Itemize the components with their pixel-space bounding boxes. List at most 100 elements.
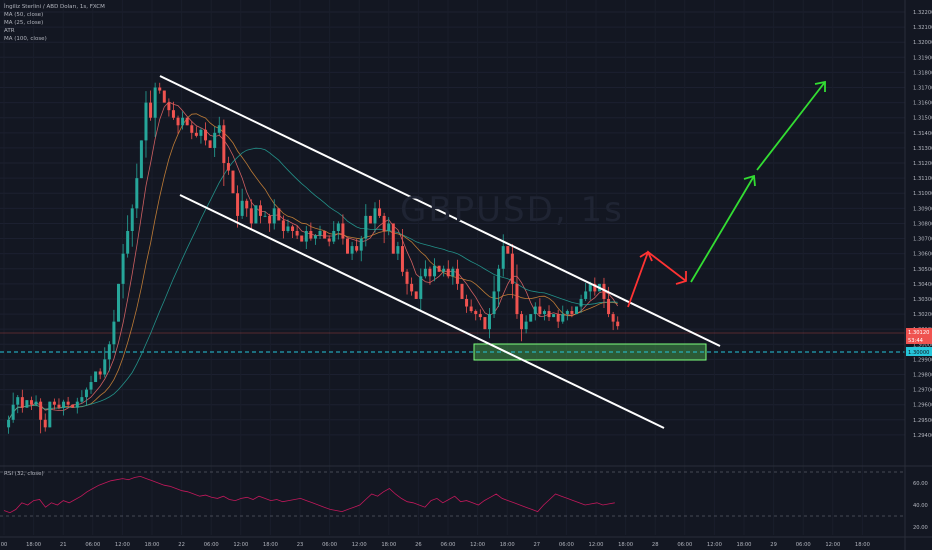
candle-body	[529, 314, 533, 322]
candle-body	[611, 314, 615, 322]
candle-body	[304, 231, 308, 242]
time-tick-label: 18:00	[500, 542, 515, 548]
rsi-legend: RSI (32, close)	[4, 471, 44, 477]
candle-body	[497, 268, 501, 292]
candle-body	[240, 200, 244, 216]
price-tick-label: 1.30600	[913, 252, 932, 258]
price-tick-label: 1.29400	[913, 433, 932, 439]
candle-body	[465, 298, 469, 307]
time-tick-label: 06:00	[85, 542, 100, 548]
candle-body	[391, 223, 395, 254]
time-tick-label: 06:00	[204, 542, 219, 548]
price-tick-label: 1.29800	[913, 372, 932, 378]
legend-ma50: MA (50, close)	[4, 12, 44, 18]
price-tick-label: 1.31800	[913, 70, 932, 76]
time-axis: 00 18:00 21 06:00 12:00 18:00 22 06:00 12:00 18:0…	[1, 542, 870, 548]
candle-body	[469, 306, 473, 312]
candle-body	[66, 401, 70, 405]
candle-body	[226, 163, 230, 171]
candle-body	[588, 283, 592, 292]
legend-ma25: MA (25, close)	[4, 20, 44, 26]
green-arrow-1	[690, 175, 755, 283]
candle-body	[199, 129, 203, 136]
time-tick-label: 12:00	[589, 542, 604, 548]
candle-body	[510, 253, 514, 284]
candle-body	[107, 344, 111, 360]
candle-body	[455, 268, 459, 284]
candle-body	[556, 314, 560, 322]
candle-body	[126, 231, 130, 254]
symbol-watermark: GBPUSD, 1s	[400, 190, 624, 230]
candle-body	[579, 298, 583, 307]
candle-body	[48, 401, 52, 428]
time-tick-label: 29	[770, 542, 777, 548]
legend-ma100: MA (100, close)	[4, 36, 47, 42]
candle-body	[368, 215, 372, 224]
price-tick-label: 1.30400	[913, 282, 932, 288]
candle-body	[446, 268, 450, 277]
candle-body	[144, 102, 148, 141]
price-tick-label: 1.32200	[913, 10, 932, 16]
candle-body	[451, 268, 455, 277]
legend-atr: ATR	[4, 28, 15, 34]
candle-body	[520, 314, 524, 330]
candle-body	[332, 231, 336, 242]
rsi-tick-label: 20.00	[913, 525, 928, 531]
candle-body	[346, 238, 349, 254]
candle-body	[483, 317, 487, 330]
candle-body	[341, 223, 345, 239]
time-tick-label: 06:00	[559, 542, 574, 548]
green-arrow-2	[756, 81, 826, 171]
candle-body	[433, 265, 437, 277]
candle-body	[222, 125, 226, 164]
candle-body	[313, 235, 317, 239]
candle-body	[117, 283, 120, 322]
price-tick-label: 1.29700	[913, 388, 932, 394]
support-zone-layer	[0, 332, 905, 361]
candle-body	[185, 117, 189, 126]
candle-body	[584, 291, 588, 299]
candle-body	[84, 389, 88, 398]
price-tick-label: 1.30900	[913, 206, 932, 212]
candle-body	[442, 268, 446, 272]
candle-body	[323, 231, 327, 239]
candle-body	[570, 311, 574, 315]
candle-body	[533, 306, 537, 315]
time-tick-label: 18:00	[145, 542, 160, 548]
candle-body	[616, 321, 620, 327]
candle-body	[400, 246, 404, 272]
time-tick-label: 12:00	[233, 542, 248, 548]
rsi-tick-label: 40.00	[913, 503, 928, 509]
price-tick-label: 1.32100	[913, 25, 932, 31]
candle-body	[487, 314, 491, 330]
time-tick-label: 27	[533, 542, 540, 548]
time-tick-label: 00	[1, 542, 8, 548]
time-tick-label: 26	[415, 542, 422, 548]
price-tick-label: 1.31000	[913, 191, 932, 197]
candle-body	[208, 140, 212, 148]
support-price-label: 1.30000	[908, 350, 929, 356]
candle-body	[43, 419, 47, 428]
candle-body	[419, 276, 423, 299]
candle-body	[602, 283, 606, 299]
price-tick-label: 1.31100	[913, 176, 932, 182]
candle-body	[423, 268, 427, 277]
candle-body	[98, 371, 102, 375]
candle-body	[194, 132, 198, 136]
rsi-pane: 60.00 40.00 20.00	[0, 471, 928, 531]
candle-body	[506, 246, 510, 254]
time-tick-label: 18:00	[737, 542, 752, 548]
candle-body	[364, 215, 368, 239]
price-tick-label: 1.30800	[913, 221, 932, 227]
time-tick-label: 12:00	[707, 542, 722, 548]
candle-body	[254, 205, 258, 224]
candle-body	[171, 110, 175, 118]
candle-body	[387, 223, 391, 231]
candle-body	[245, 200, 249, 209]
current-price-label: 1.30120	[908, 330, 929, 336]
candle-body	[300, 235, 304, 242]
price-tick-label: 1.31200	[913, 161, 932, 167]
time-tick-label: 22	[178, 542, 185, 548]
candle-body	[501, 246, 505, 269]
